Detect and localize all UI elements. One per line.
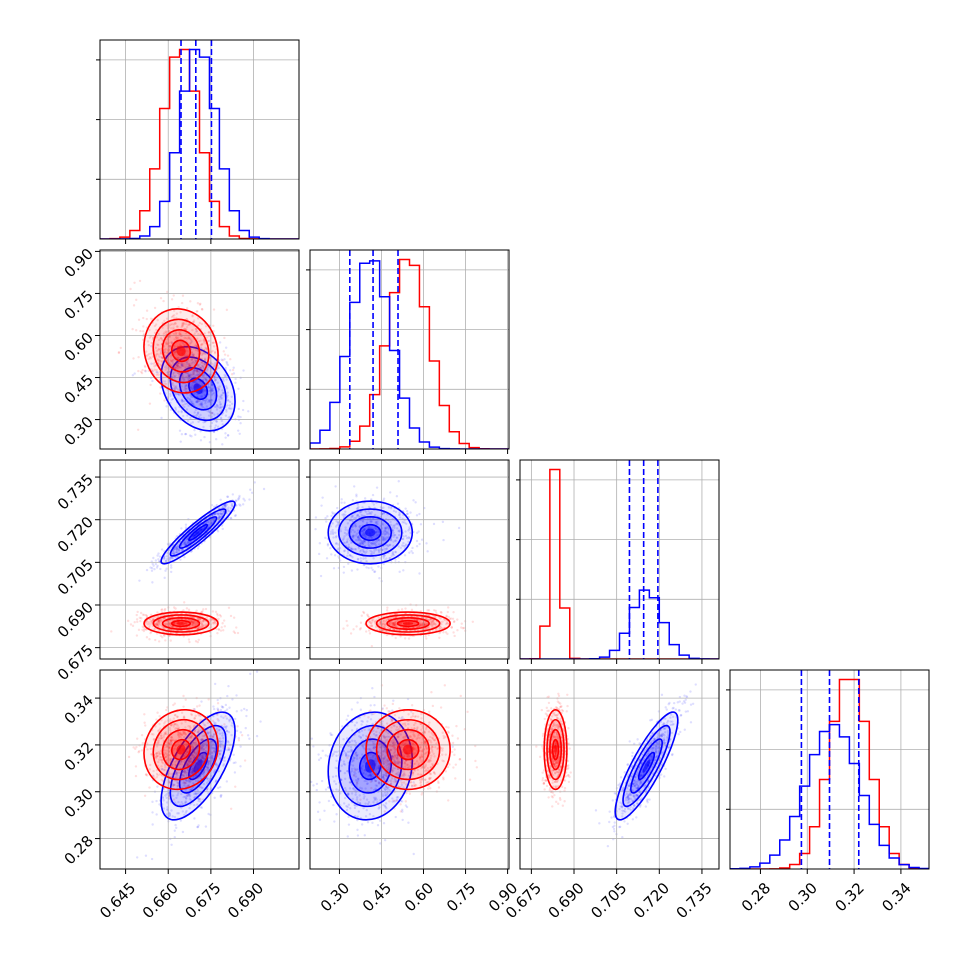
panel-p2-p3 xyxy=(306,459,510,664)
panel-frame xyxy=(309,669,510,870)
x-tick-label: 0.45 xyxy=(359,879,395,915)
y-tick-label: 0.30 xyxy=(61,413,97,449)
panel-p3-p3 xyxy=(516,459,720,664)
x-tick-label: 0.28 xyxy=(738,879,774,915)
y-tick-label: 0.30 xyxy=(61,785,97,821)
contours-red xyxy=(365,708,451,791)
y-tick-label: 0.690 xyxy=(54,598,97,641)
panel-frame xyxy=(729,669,930,870)
panels-layer: 0.300.450.600.750.900.6750.6900.7050.720… xyxy=(54,39,930,922)
panel-frame xyxy=(99,669,300,870)
x-tick-label: 0.690 xyxy=(224,879,267,922)
panel-frame xyxy=(99,459,300,660)
contours-blue xyxy=(327,500,414,565)
panel-frame xyxy=(519,459,720,660)
y-tick-label: 0.60 xyxy=(61,329,97,365)
y-tick-label: 0.32 xyxy=(61,738,97,774)
panel-p2-p2 xyxy=(306,249,510,454)
y-tick-label: 0.705 xyxy=(54,556,97,599)
x-tick-label: 0.690 xyxy=(545,879,588,922)
histogram-red-p1 xyxy=(100,48,299,239)
contours-red xyxy=(543,708,568,791)
panel-frame xyxy=(99,249,300,450)
contours-red xyxy=(143,708,219,791)
panel-frame xyxy=(309,249,510,450)
panel-frame xyxy=(99,39,300,240)
y-tick-label: 0.45 xyxy=(61,371,97,407)
x-tick-label: 0.705 xyxy=(587,879,630,922)
y-tick-label: 0.34 xyxy=(61,691,97,727)
histogram-blue-p2 xyxy=(310,260,509,449)
y-tick-label: 0.75 xyxy=(61,287,97,323)
contours-red xyxy=(143,611,219,636)
x-tick-label: 0.720 xyxy=(630,879,673,922)
x-tick-label: 0.645 xyxy=(96,879,139,922)
y-tick-label: 0.28 xyxy=(61,832,97,868)
x-tick-label: 0.735 xyxy=(673,879,716,922)
y-tick-label: 0.90 xyxy=(61,245,97,281)
x-tick-label: 0.30 xyxy=(785,879,821,915)
x-tick-label: 0.75 xyxy=(443,879,479,915)
y-tick-label: 0.720 xyxy=(54,513,97,556)
panel-frame xyxy=(309,459,510,660)
scatter-blue xyxy=(314,480,461,583)
panel-p2-p4: 0.30 0.45 0.60 0.75 0.90 xyxy=(306,669,521,915)
x-tick-label: 0.34 xyxy=(878,879,914,915)
panel-p1-p2: 0.30 0.45 0.60 0.75 0.90 xyxy=(61,245,300,454)
contours-blue xyxy=(160,500,236,565)
contours-red xyxy=(143,308,219,394)
x-tick-label: 0.30 xyxy=(317,879,353,915)
contours-blue xyxy=(614,711,679,821)
x-tick-label: 0.660 xyxy=(139,879,182,922)
panel-p3-p4: 0.675 0.690 0.705 0.720 0.735 xyxy=(502,669,720,922)
y-tick-label: 0.675 xyxy=(54,641,97,684)
x-tick-label: 0.675 xyxy=(182,879,225,922)
panel-p1-p1 xyxy=(96,39,300,244)
x-tick-label: 0.32 xyxy=(831,879,867,915)
panel-p1-p4: 0.28 0.30 0.32 0.34 0.645 0.660 0.675 0.690 xyxy=(61,669,300,922)
histogram-red-p2 xyxy=(310,258,509,449)
panel-p4-p4: 0.28 0.30 0.32 0.34 xyxy=(726,669,930,915)
histogram-red-p3 xyxy=(520,468,719,659)
contours-red xyxy=(365,611,451,636)
x-tick-label: 0.60 xyxy=(401,879,437,915)
panel-frame xyxy=(519,669,720,870)
y-tick-label: 0.735 xyxy=(54,470,97,513)
